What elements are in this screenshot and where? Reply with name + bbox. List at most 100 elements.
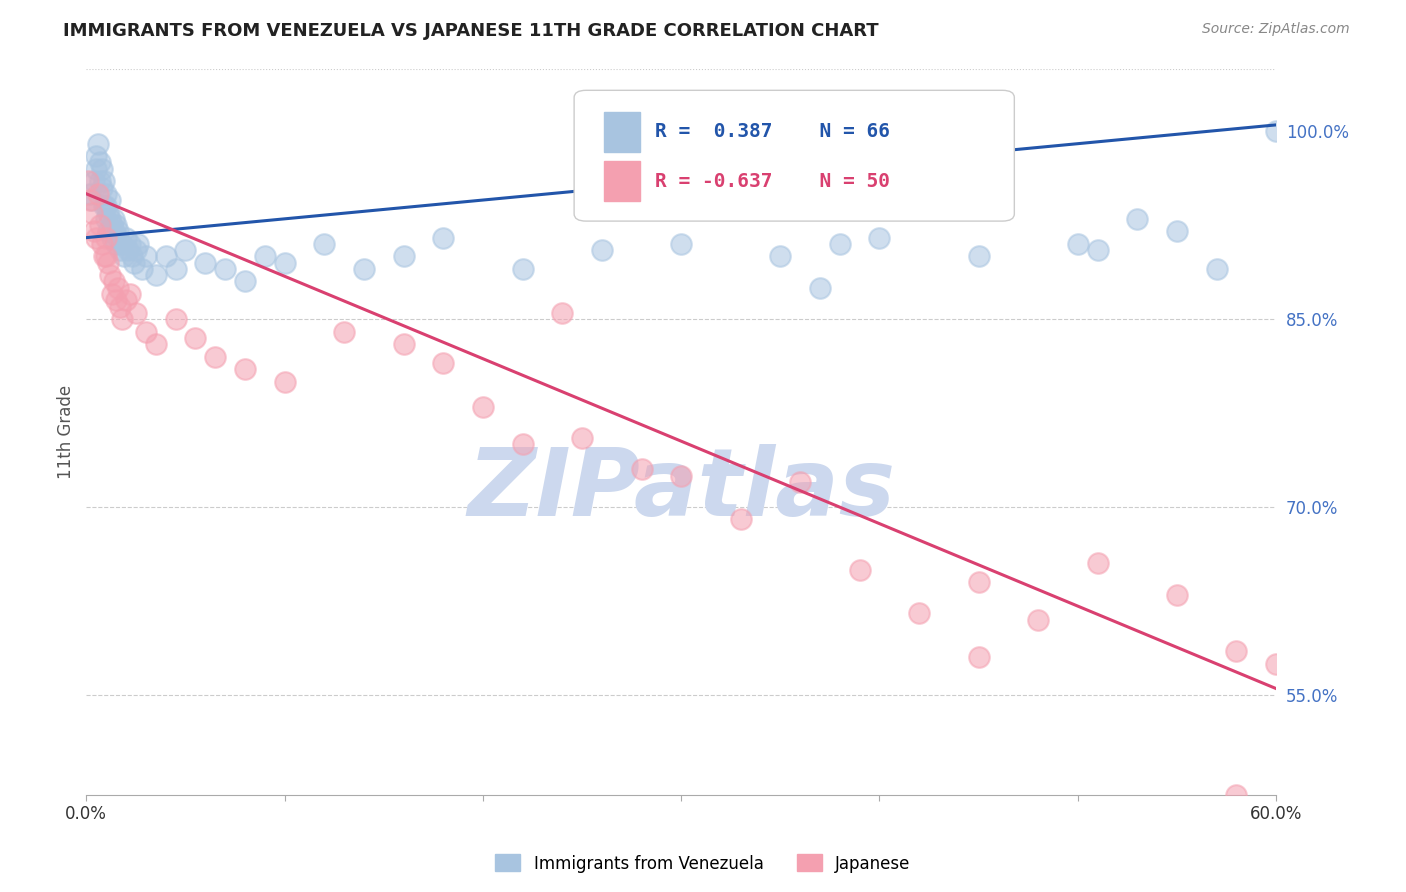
Point — [91, 236, 114, 251]
Point — [87, 186, 110, 201]
Point — [89, 174, 111, 188]
Point — [97, 255, 120, 269]
Point — [353, 262, 375, 277]
Point — [117, 243, 139, 257]
Point — [94, 186, 117, 201]
Point — [82, 193, 104, 207]
Point — [91, 180, 114, 194]
Point — [1126, 211, 1149, 226]
Point — [808, 281, 831, 295]
Point — [105, 236, 128, 251]
Point — [98, 268, 121, 283]
Point — [828, 236, 851, 251]
Point — [1225, 644, 1247, 658]
Point — [273, 255, 295, 269]
Text: R = -0.637    N = 50: R = -0.637 N = 50 — [655, 171, 890, 191]
Point — [135, 249, 157, 263]
Text: IMMIGRANTS FROM VENEZUELA VS JAPANESE 11TH GRADE CORRELATION CHART: IMMIGRANTS FROM VENEZUELA VS JAPANESE 11… — [63, 22, 879, 40]
Point — [1265, 124, 1288, 138]
Point — [967, 575, 990, 590]
Point — [869, 230, 891, 244]
Point — [103, 211, 125, 226]
Point — [1265, 657, 1288, 671]
Point — [121, 249, 143, 263]
Point — [101, 287, 124, 301]
Point — [1026, 613, 1049, 627]
Point — [669, 236, 692, 251]
Point — [1087, 557, 1109, 571]
Point — [84, 230, 107, 244]
Point — [101, 218, 124, 232]
Point — [108, 243, 131, 257]
Point — [233, 362, 256, 376]
Point — [108, 300, 131, 314]
Text: R =  0.387    N = 66: R = 0.387 N = 66 — [655, 122, 890, 141]
Point — [432, 230, 454, 244]
Point — [97, 224, 120, 238]
Point — [105, 293, 128, 308]
Point — [94, 249, 117, 263]
Point — [848, 563, 870, 577]
Point — [789, 475, 811, 489]
Point — [1166, 588, 1188, 602]
Point — [112, 249, 135, 263]
Point — [165, 312, 187, 326]
Point — [115, 293, 138, 308]
Point — [101, 230, 124, 244]
Point — [194, 255, 217, 269]
Point — [512, 262, 534, 277]
Point — [1205, 262, 1227, 277]
Point — [769, 249, 792, 263]
Point — [93, 199, 115, 213]
Point — [145, 337, 167, 351]
Text: Source: ZipAtlas.com: Source: ZipAtlas.com — [1202, 22, 1350, 37]
Point — [84, 161, 107, 176]
Point — [551, 306, 574, 320]
Point — [89, 155, 111, 169]
Point — [591, 243, 613, 257]
Point — [111, 312, 134, 326]
Point — [98, 211, 121, 226]
Point — [630, 462, 652, 476]
Point — [1225, 788, 1247, 802]
Point — [111, 236, 134, 251]
Point — [94, 211, 117, 226]
Point — [1087, 243, 1109, 257]
Point — [125, 243, 148, 257]
Point — [87, 136, 110, 151]
Point — [908, 607, 931, 621]
Point — [93, 174, 115, 188]
Bar — [603, 112, 640, 152]
Point — [135, 325, 157, 339]
Point — [967, 650, 990, 665]
Point — [669, 468, 692, 483]
Point — [94, 199, 117, 213]
Point — [93, 249, 115, 263]
Point — [233, 275, 256, 289]
Point — [118, 287, 141, 301]
Point — [131, 262, 153, 277]
Point — [79, 186, 101, 201]
Point — [127, 236, 149, 251]
Point — [392, 337, 415, 351]
Point — [730, 512, 752, 526]
Point — [107, 224, 129, 238]
Point — [145, 268, 167, 283]
Point — [115, 230, 138, 244]
Point — [174, 243, 197, 257]
Point — [105, 218, 128, 232]
Point — [79, 193, 101, 207]
Point — [571, 431, 593, 445]
Legend: Immigrants from Venezuela, Japanese: Immigrants from Venezuela, Japanese — [489, 847, 917, 880]
Point — [1067, 236, 1090, 251]
Point — [392, 249, 415, 263]
Point — [122, 255, 145, 269]
Point — [118, 236, 141, 251]
Bar — [603, 161, 640, 201]
Point — [253, 249, 276, 263]
Text: ZIPatlas: ZIPatlas — [467, 444, 896, 536]
Point — [107, 281, 129, 295]
Point — [184, 331, 207, 345]
Point — [155, 249, 177, 263]
Point — [204, 350, 226, 364]
